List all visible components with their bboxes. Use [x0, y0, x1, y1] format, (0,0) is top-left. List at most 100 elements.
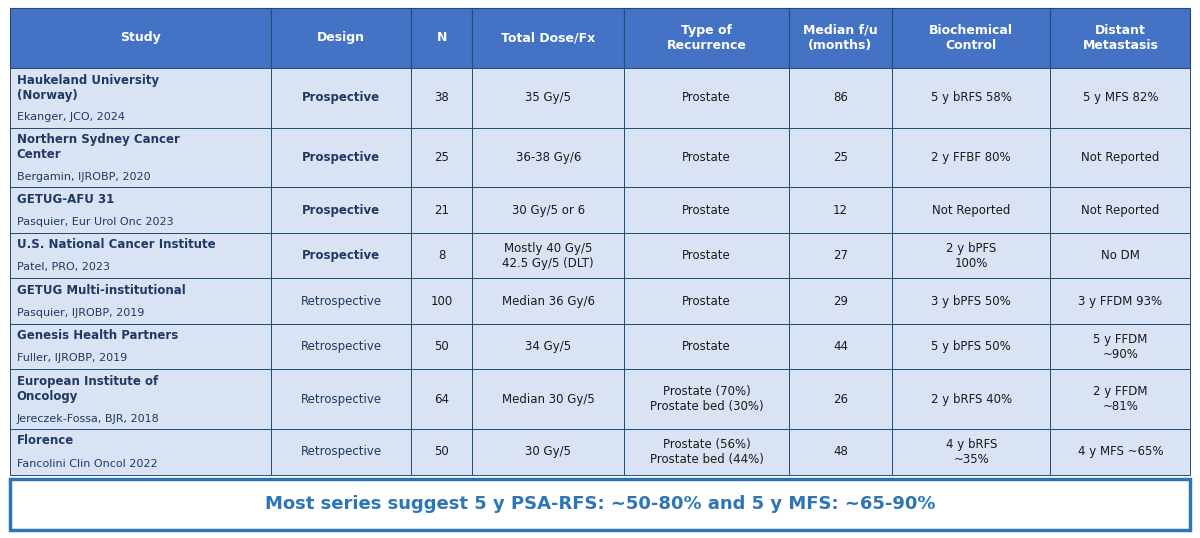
Bar	[10, 68, 271, 128]
Text: 3 y FFDM 93%: 3 y FFDM 93%	[1079, 295, 1163, 308]
Text: Florence: Florence	[17, 434, 74, 448]
Bar	[472, 233, 624, 278]
Text: Prospective: Prospective	[302, 91, 380, 104]
Text: European Institute of
Oncology: European Institute of Oncology	[17, 375, 158, 403]
Bar	[892, 128, 1050, 187]
Bar	[1050, 369, 1190, 429]
Bar	[892, 324, 1050, 369]
Text: 30 Gy/5 or 6: 30 Gy/5 or 6	[511, 204, 584, 217]
Bar	[892, 278, 1050, 324]
Text: 50: 50	[434, 445, 449, 458]
Bar	[472, 68, 624, 128]
Text: Not Reported: Not Reported	[1081, 204, 1159, 217]
Text: Prostate (56%)
Prostate bed (44%): Prostate (56%) Prostate bed (44%)	[649, 438, 763, 466]
Text: Prostate: Prostate	[682, 91, 731, 104]
Text: Ekanger, JCO, 2024: Ekanger, JCO, 2024	[17, 112, 125, 123]
Bar	[788, 128, 892, 187]
Text: 4 y bRFS
~35%: 4 y bRFS ~35%	[946, 438, 997, 466]
Text: Prospective: Prospective	[302, 151, 380, 164]
Bar	[412, 429, 472, 475]
Bar	[472, 278, 624, 324]
Text: Retrospective: Retrospective	[301, 393, 382, 406]
Bar	[412, 8, 472, 68]
Text: 36-38 Gy/6: 36-38 Gy/6	[516, 151, 581, 164]
Bar	[1050, 187, 1190, 233]
Bar	[892, 187, 1050, 233]
Text: 26: 26	[833, 393, 848, 406]
Bar	[892, 68, 1050, 128]
Text: 34 Gy/5: 34 Gy/5	[526, 340, 571, 353]
Bar	[271, 324, 412, 369]
Bar	[788, 369, 892, 429]
Bar	[788, 429, 892, 475]
Text: 8: 8	[438, 249, 445, 262]
Text: Median f/u
(months): Median f/u (months)	[803, 24, 877, 52]
Text: 25: 25	[833, 151, 848, 164]
Text: Pasquier, Eur Urol Onc 2023: Pasquier, Eur Urol Onc 2023	[17, 217, 174, 227]
Bar	[10, 8, 271, 68]
Bar	[788, 8, 892, 68]
Text: Haukeland University
(Norway): Haukeland University (Norway)	[17, 74, 158, 102]
Text: Retrospective: Retrospective	[301, 445, 382, 458]
Text: Total Dose/Fx: Total Dose/Fx	[502, 31, 595, 45]
Bar	[624, 68, 788, 128]
Text: Not Reported: Not Reported	[932, 204, 1010, 217]
Bar	[10, 429, 271, 475]
Text: 4 y MFS ~65%: 4 y MFS ~65%	[1078, 445, 1163, 458]
Text: No DM: No DM	[1100, 249, 1140, 262]
Bar	[412, 233, 472, 278]
Bar	[472, 429, 624, 475]
Text: 100: 100	[431, 295, 452, 308]
Text: 5 y MFS 82%: 5 y MFS 82%	[1082, 91, 1158, 104]
Text: Patel, PRO, 2023: Patel, PRO, 2023	[17, 263, 110, 272]
Bar	[10, 233, 271, 278]
Bar	[10, 369, 271, 429]
Bar	[1050, 429, 1190, 475]
Text: 5 y bRFS 58%: 5 y bRFS 58%	[931, 91, 1012, 104]
Text: 50: 50	[434, 340, 449, 353]
Bar	[472, 324, 624, 369]
Bar	[788, 187, 892, 233]
Bar	[271, 187, 412, 233]
Text: 44: 44	[833, 340, 848, 353]
Text: 5 y FFDM
~90%: 5 y FFDM ~90%	[1093, 332, 1147, 360]
Bar	[472, 369, 624, 429]
Text: Fancolini Clin Oncol 2022: Fancolini Clin Oncol 2022	[17, 458, 157, 469]
Bar	[412, 324, 472, 369]
Bar	[892, 369, 1050, 429]
Text: GETUG Multi-institutional: GETUG Multi-institutional	[17, 284, 186, 296]
Text: Design: Design	[317, 31, 365, 45]
Bar	[472, 8, 624, 68]
Bar	[788, 68, 892, 128]
Text: 25: 25	[434, 151, 449, 164]
Text: 2 y FFBF 80%: 2 y FFBF 80%	[931, 151, 1012, 164]
Text: Bergamin, IJROBP, 2020: Bergamin, IJROBP, 2020	[17, 172, 150, 182]
Text: 12: 12	[833, 204, 848, 217]
Bar	[1050, 233, 1190, 278]
Bar	[788, 324, 892, 369]
Text: Pasquier, IJROBP, 2019: Pasquier, IJROBP, 2019	[17, 308, 144, 318]
Bar	[624, 187, 788, 233]
Text: N: N	[437, 31, 446, 45]
Bar	[271, 68, 412, 128]
Text: 2 y bPFS
100%: 2 y bPFS 100%	[946, 242, 996, 270]
Text: 27: 27	[833, 249, 848, 262]
Bar	[624, 278, 788, 324]
Bar	[624, 8, 788, 68]
Text: Retrospective: Retrospective	[301, 295, 382, 308]
Bar	[892, 429, 1050, 475]
Text: Prospective: Prospective	[302, 204, 380, 217]
Bar	[1050, 128, 1190, 187]
Bar	[412, 68, 472, 128]
Text: GETUG-AFU 31: GETUG-AFU 31	[17, 193, 114, 206]
Text: 2 y bRFS 40%: 2 y bRFS 40%	[931, 393, 1012, 406]
Bar	[624, 233, 788, 278]
Text: Distant
Metastasis: Distant Metastasis	[1082, 24, 1158, 52]
Text: Prostate (70%)
Prostate bed (30%): Prostate (70%) Prostate bed (30%)	[649, 385, 763, 413]
Bar	[1050, 324, 1190, 369]
Text: 64: 64	[434, 393, 449, 406]
Text: Prostate: Prostate	[682, 151, 731, 164]
Text: Genesis Health Partners: Genesis Health Partners	[17, 329, 178, 342]
Text: 5 y bPFS 50%: 5 y bPFS 50%	[931, 340, 1012, 353]
Text: 2 y FFDM
~81%: 2 y FFDM ~81%	[1093, 385, 1147, 413]
